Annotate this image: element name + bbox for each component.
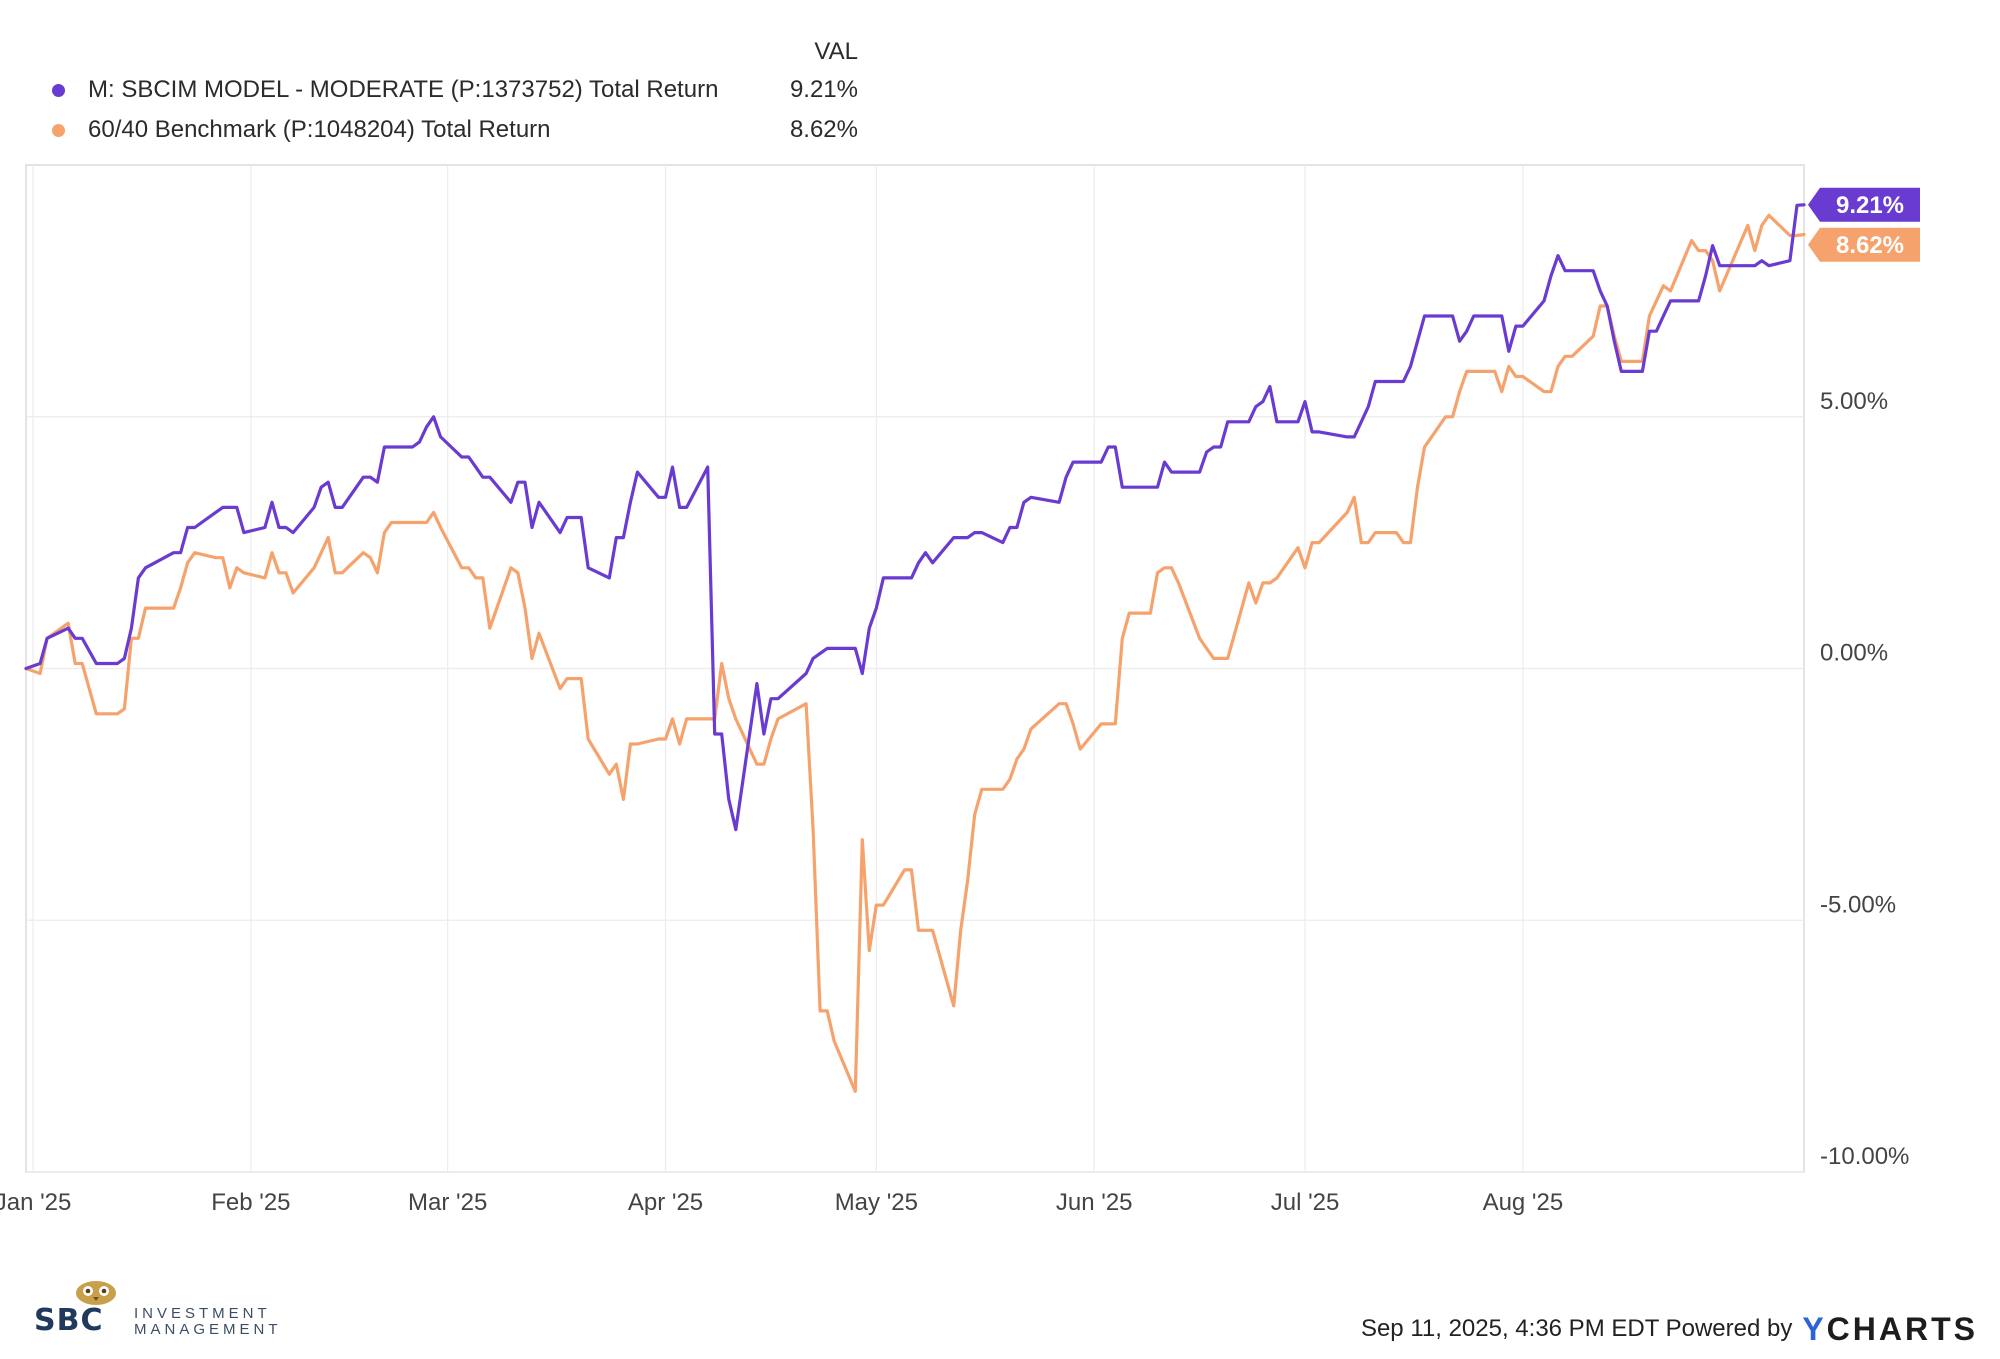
ycharts-logo-y: Y <box>1802 1311 1827 1347</box>
end-value-flag-bg-sbcim <box>1808 187 1920 222</box>
ycharts-logo-rest: CHARTS <box>1826 1311 1978 1347</box>
end-value-flag-benchmark: 8.62% <box>1808 227 1920 262</box>
x-tick-label: Mar '25 <box>408 1189 487 1216</box>
owl-icon <box>76 1281 116 1305</box>
y-tick-label: 0.00% <box>1820 640 1888 667</box>
series-layer <box>24 203 1806 1093</box>
x-tick-label: Apr '25 <box>628 1189 703 1216</box>
series-line-sbcim <box>24 203 1806 832</box>
end-value-flag-text-sbcim: 9.21% <box>1836 192 1904 219</box>
label-layer: Jan '25 Feb '25 Mar '25 Apr '25 May '25 Jun '… <box>0 187 1920 1216</box>
logo-sbc-text: SBC <box>34 1303 104 1338</box>
x-tick-label: Jan '25 <box>0 1189 71 1216</box>
legend-name-benchmark: 60/40 Benchmark (P:1048204) Total Return <box>88 116 551 143</box>
end-value-flag-text-benchmark: 8.62% <box>1836 232 1904 259</box>
y-tick-label: -10.00% <box>1820 1143 1909 1170</box>
legend-name-sbcim: M: SBCIM MODEL - MODERATE (P:1373752) To… <box>88 76 719 103</box>
y-tick-label: 5.00% <box>1820 388 1888 415</box>
grid-layer <box>25 164 1805 1173</box>
legend-value-benchmark: 8.62% <box>789 116 858 143</box>
sbc-logo: SBC INVESTMENT MANAGEMENT <box>34 1276 314 1338</box>
end-value-flag-bg-benchmark <box>1808 227 1920 262</box>
footer-timestamp: Sep 11, 2025, 4:36 PM EDT Powered by <box>1360 1315 1793 1342</box>
x-tick-label: Aug '25 <box>1483 1189 1564 1216</box>
legend-value-sbcim: 9.21% <box>789 76 858 103</box>
footer: Sep 11, 2025, 4:36 PM EDT Powered by YCH… <box>1361 1312 1978 1346</box>
x-tick-label: Jul '25 <box>1271 1189 1340 1216</box>
legend-dot-sbcim <box>52 84 65 97</box>
logo-management-text: MANAGEMENT <box>134 1321 282 1338</box>
legend: VAL M: SBCIM MODEL - MODERATE (P:1373752… <box>40 34 860 150</box>
x-tick-label: May '25 <box>835 1189 918 1216</box>
logo-investment-text: INVESTMENT <box>134 1305 271 1322</box>
legend-dot-benchmark <box>52 124 65 137</box>
legend-row-benchmark[interactable]: 60/40 Benchmark (P:1048204) Total Return… <box>40 110 860 150</box>
end-value-flag-sbcim: 9.21% <box>1808 187 1920 222</box>
legend-header: VAL <box>814 38 858 65</box>
ycharts-logo[interactable]: YCHARTS <box>1802 1312 1978 1346</box>
legend-row-sbcim[interactable]: M: SBCIM MODEL - MODERATE (P:1373752) To… <box>40 70 860 110</box>
x-tick-label: Feb '25 <box>211 1189 290 1216</box>
x-tick-label: Jun '25 <box>1056 1189 1133 1216</box>
series-line-benchmark <box>24 213 1806 1093</box>
y-tick-label: -5.00% <box>1820 891 1896 918</box>
